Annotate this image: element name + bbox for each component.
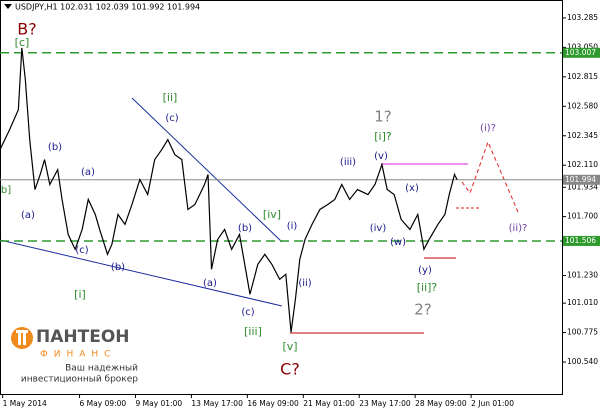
y-tick-label: 101.934 <box>567 182 598 191</box>
y-tick-label: 102.345 <box>567 131 598 140</box>
projection <box>461 140 519 213</box>
wave-label: [i] <box>74 288 86 301</box>
wave-label: (a) <box>21 210 35 221</box>
wave-label: (iii) <box>340 157 356 168</box>
wave-label: (i)? <box>480 123 496 134</box>
wave-label: (b) <box>48 142 62 153</box>
wave-label: (ii) <box>298 278 311 289</box>
wave-label: (i) <box>287 221 298 232</box>
wave-label: (w) <box>390 237 406 248</box>
logo-icon <box>16 330 28 333</box>
wave-label: (c) <box>165 113 178 124</box>
logo-slogan: инвестиционный брокер <box>21 375 138 385</box>
price-level-box <box>563 235 600 246</box>
x-tick-label: 1 May 2014 <box>3 399 47 408</box>
chart-title: USDJPY,H1 102.031 102.039 101.992 101.99… <box>15 3 200 12</box>
price-line <box>0 47 458 333</box>
price-level-label: 103.007 <box>565 48 596 57</box>
x-tick-label: 9 May 01:00 <box>135 399 182 408</box>
wave-label: [iv] <box>263 208 281 221</box>
y-tick-label: 101.700 <box>567 212 598 221</box>
y-tick-label: 102.580 <box>567 101 598 110</box>
x-tick-label: 13 May 17:00 <box>191 399 243 408</box>
y-tick-label: 103.285 <box>567 13 598 22</box>
logo-slogan: Ваш надежный <box>65 364 138 374</box>
y-tick-label: 100.775 <box>567 328 598 337</box>
x-tick-label: 6 May 09:00 <box>80 399 127 408</box>
price-level-box <box>563 47 600 58</box>
wave-label: [iii] <box>244 325 262 338</box>
logo-icon <box>23 333 26 345</box>
wave-label: [v] <box>282 340 297 353</box>
trend-line <box>131 97 283 243</box>
logo-name: ФИНАНС <box>40 350 116 360</box>
trend-line <box>0 239 283 307</box>
price-level-label: 101.994 <box>565 175 596 184</box>
symbol-icon <box>4 4 12 9</box>
wave-label: (ii)? <box>509 223 528 234</box>
wave-label: (b) <box>111 262 125 273</box>
price-level-label: 101.506 <box>565 236 596 245</box>
wave-label: (v) <box>374 151 388 162</box>
wave-label: (b) <box>238 223 252 234</box>
wave-label: [i]? <box>374 130 392 143</box>
y-tick-label: 102.815 <box>567 72 598 81</box>
wave-label: (c) <box>241 307 254 318</box>
wave-label: (c) <box>75 245 88 256</box>
wave-label: C? <box>280 360 300 379</box>
x-tick-label: 21 May 01:00 <box>303 399 355 408</box>
wave-label: B? <box>17 20 36 39</box>
logo: ПАНТЕОН ФИНАНС Ваш надежный инвестиционн… <box>11 327 138 385</box>
trend-lines <box>0 97 283 307</box>
y-tick-label: 103.050 <box>567 42 598 51</box>
x-tick-label: 28 May 09:00 <box>415 399 467 408</box>
logo-icon <box>18 333 21 345</box>
wave-label: [c] <box>15 36 30 49</box>
price-level-box <box>563 174 600 185</box>
wave-label: (y) <box>418 265 432 276</box>
y-tick-label: 101.230 <box>567 271 598 280</box>
x-tick-label: 23 May 17:00 <box>359 399 411 408</box>
wave-label: (a) <box>203 278 217 289</box>
y-tick-label: 102.110 <box>567 160 598 169</box>
wave-label: [ii] <box>163 91 178 104</box>
logo-name: ПАНТЕОН <box>36 327 130 347</box>
wave-label: (iv) <box>370 223 387 234</box>
wave-label: 2? <box>414 301 432 319</box>
plot-frame <box>0 0 563 395</box>
y-tick-label: 100.540 <box>567 357 598 366</box>
y-tick-label: 101.010 <box>567 298 598 307</box>
wave-label: 1? <box>374 108 392 126</box>
wave-label: (a) <box>81 167 95 178</box>
wave-label: b] <box>1 185 11 196</box>
wave-label: (x) <box>405 183 419 194</box>
x-tick-label: 16 May 09:00 <box>247 399 299 408</box>
x-tick-label: 2 Jun 01:00 <box>471 399 514 408</box>
wave-label: [ii]? <box>417 281 438 294</box>
